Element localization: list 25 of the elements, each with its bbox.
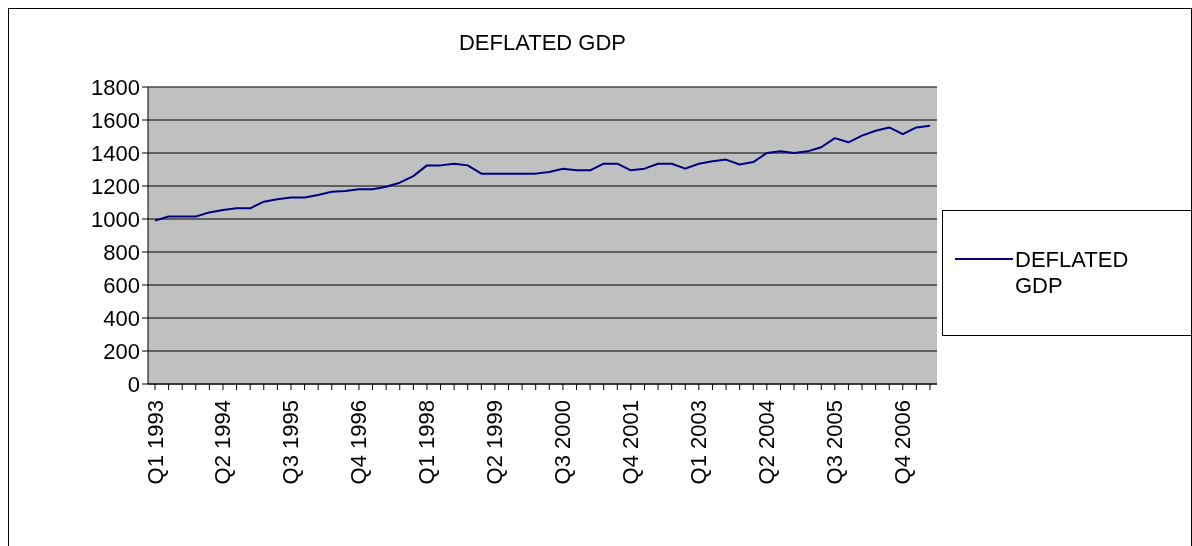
x-tick-label: Q4 2001 bbox=[618, 400, 644, 485]
x-tick-label: Q1 1993 bbox=[142, 400, 168, 485]
y-tick-label: 1200 bbox=[91, 173, 140, 199]
y-tick-label: 800 bbox=[103, 239, 140, 265]
x-tick-label: Q2 1999 bbox=[482, 400, 508, 485]
y-tick-label: 1800 bbox=[91, 74, 140, 100]
y-tick-label: 1000 bbox=[91, 206, 140, 232]
x-tick-label: Q4 1996 bbox=[346, 400, 372, 485]
chart-title: DEFLATED GDP bbox=[457, 30, 628, 56]
y-tick-label: 1400 bbox=[91, 140, 140, 166]
y-tick-label: 600 bbox=[103, 272, 140, 298]
x-tick-label: Q1 1998 bbox=[414, 400, 440, 485]
y-tick-label: 400 bbox=[103, 305, 140, 331]
x-tick-label: Q2 1994 bbox=[210, 400, 236, 485]
y-tick-label: 1600 bbox=[91, 107, 140, 133]
legend-label: DEFLATED GDP bbox=[1015, 247, 1130, 299]
y-tick-label: 0 bbox=[127, 371, 140, 397]
x-tick-label: Q3 2005 bbox=[822, 400, 848, 485]
y-tick-label: 200 bbox=[103, 338, 140, 364]
x-tick-label: Q2 2004 bbox=[754, 400, 780, 485]
x-tick-label: Q1 2003 bbox=[686, 400, 712, 485]
x-tick-label: Q3 1995 bbox=[278, 400, 304, 485]
line-series bbox=[154, 124, 931, 222]
x-tick-label: Q3 2000 bbox=[550, 400, 576, 485]
x-tick-label: Q4 2006 bbox=[890, 400, 916, 485]
